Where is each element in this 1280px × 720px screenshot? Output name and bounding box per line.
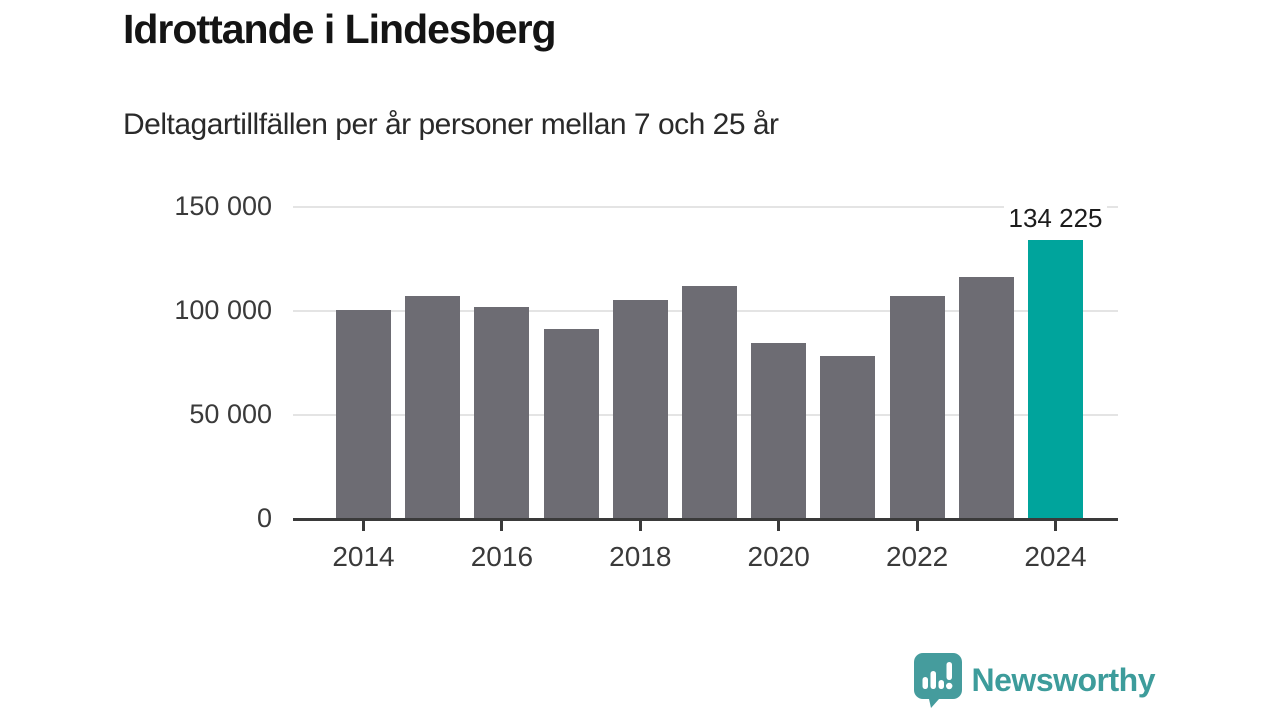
x-axis-label: 2018 [609,541,672,572]
x-axis-label: 2024 [1024,541,1087,572]
page-title: Idrottande i Lindesberg [123,6,557,52]
gridline-150000 [293,206,1118,208]
chart-subtitle: Deltagartillfällen per år personer mella… [123,108,779,141]
bar-2024 [1028,239,1083,519]
bar-2019 [682,286,737,519]
newsworthy-logo-text: Newsworthy [971,661,1156,698]
x-tick-2016 [500,521,504,531]
x-axis-label: 2022 [885,541,949,572]
bar-2016 [474,306,530,519]
bar-2018 [612,300,668,519]
bar-2014 [336,310,391,519]
y-axis-label: 0 [256,503,272,533]
x-axis-label: 2014 [332,541,395,572]
bar-2022 [889,296,945,519]
x-tick-2018 [638,521,642,531]
bar-2020 [751,343,807,519]
y-axis-label: 150 000 [174,191,272,221]
x-tick-2020 [777,521,781,531]
x-axis-label: 2016 [470,541,534,572]
x-axis-line [293,518,1118,521]
x-tick-2014 [362,521,365,531]
bar-2023 [958,276,1014,519]
bar-2017 [543,329,599,519]
bar-2021 [820,356,876,519]
newsworthy-logo-icon [913,652,963,708]
x-tick-2024 [1054,521,1057,531]
x-tick-2022 [915,521,919,531]
y-axis-label: 50 000 [189,399,272,429]
bar-2015 [405,295,461,519]
highlight-value-label: 134 225 [1003,202,1108,234]
newsworthy-logo: Newsworthy [913,652,1156,708]
x-axis-label: 2020 [747,541,810,572]
y-axis-label: 100 000 [174,295,272,325]
